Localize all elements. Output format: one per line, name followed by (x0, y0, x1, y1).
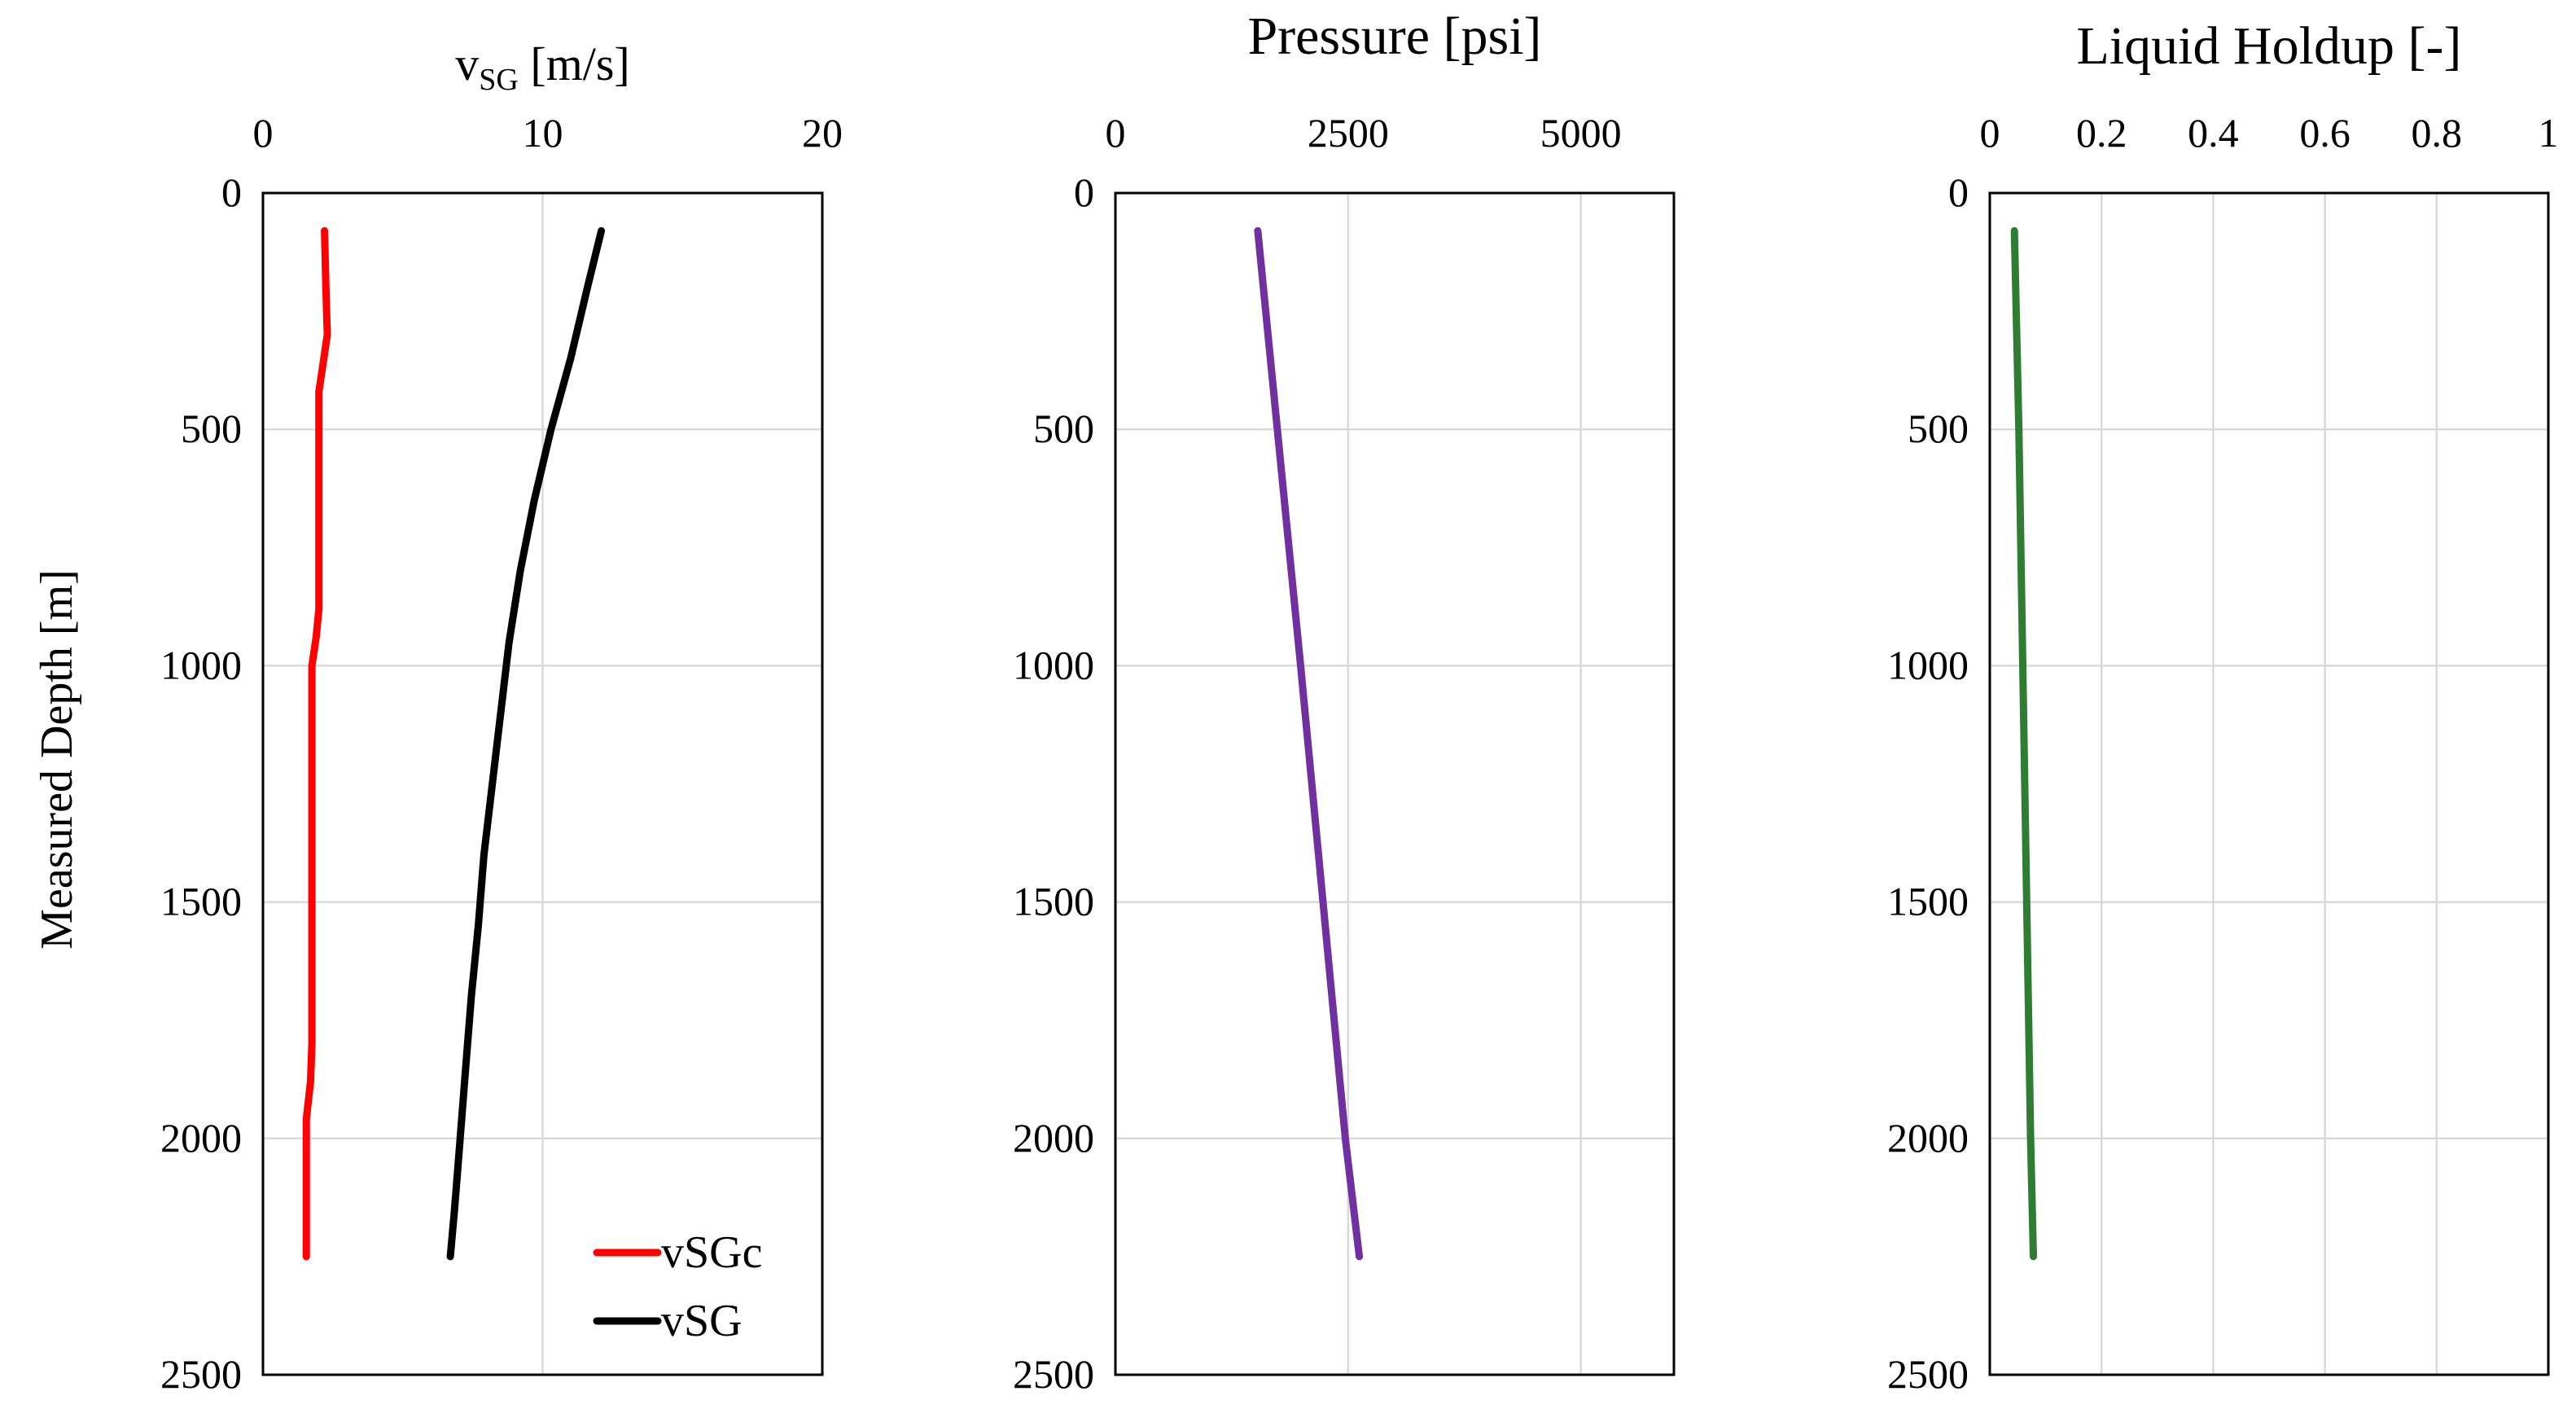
x-tick-label: 0.2 (2076, 110, 2127, 156)
y-tick-label: 0 (1948, 169, 1969, 215)
chart-panel-3: 0 0.2 0.4 0.6 0.8 1 0 500 1000 1500 2000 2500 Liquid… (1887, 16, 2559, 1397)
plot-area-border (1114, 191, 1676, 1376)
y-tick-label: 2500 (1013, 1351, 1094, 1397)
series-line-vsg (446, 226, 606, 1261)
y-tick-label: 500 (181, 406, 242, 451)
y-tick-label: 1500 (1013, 879, 1094, 924)
plot-area-border (261, 191, 824, 1376)
series-line-liquid-holdup (2010, 226, 2037, 1261)
y-tick-label: 2500 (1887, 1351, 1969, 1397)
x-tick-label: 0.6 (2299, 110, 2350, 156)
y-tick-label: 500 (1033, 406, 1094, 451)
series-line-pressure (1254, 226, 1364, 1261)
y-tick-label: 0 (1074, 169, 1094, 215)
legend: vSGc vSG (593, 1227, 762, 1346)
x-tick-label: 0 (1106, 110, 1126, 156)
y-tick-label: 2000 (1013, 1115, 1094, 1161)
x-tick-label: 10 (523, 110, 563, 156)
x-axis-title: Pressure [psi] (1247, 7, 1541, 66)
y-tick-label: 1500 (1887, 879, 1969, 924)
y-tick-label: 2000 (160, 1115, 242, 1161)
y-tick-label: 1500 (160, 879, 242, 924)
x-tick-label: 20 (802, 110, 843, 156)
plot-area-border (1988, 191, 2550, 1376)
x-axis-title: Liquid Holdup [-] (2077, 16, 2462, 76)
legend-label: vSGc (661, 1227, 762, 1278)
x-tick-label: 0.8 (2412, 110, 2463, 156)
y-tick-label: 1000 (160, 642, 242, 687)
x-tick-label: 1 (2539, 110, 2559, 156)
x-tick-label: 2500 (1308, 110, 1389, 156)
chart-panel-2: 0 2500 5000 0 500 1000 1500 2000 2500 Pressure [p… (1013, 7, 1676, 1397)
x-axis-title: vSG [m/s] (455, 37, 630, 97)
x-tick-label: 0.4 (2188, 110, 2239, 156)
y-tick-label: 1000 (1013, 642, 1094, 687)
legend-label: vSG (661, 1296, 743, 1346)
y-tick-label: 2500 (160, 1351, 242, 1397)
x-tick-label: 0 (253, 110, 274, 156)
y-tick-label: 0 (221, 169, 242, 215)
series-line-vsgc (302, 226, 331, 1261)
y-tick-label: 2000 (1887, 1115, 1969, 1161)
y-tick-label: 500 (1908, 406, 1969, 451)
y-tick-label: 1000 (1887, 642, 1969, 687)
x-tick-label: 0 (1980, 110, 2000, 156)
y-axis-title: Measured Depth [m] (32, 569, 82, 950)
chart-panel-1: 0 10 20 0 500 1000 1500 2000 2500 vSG [m/s] Measur… (32, 37, 843, 1397)
x-tick-label: 5000 (1540, 110, 1622, 156)
